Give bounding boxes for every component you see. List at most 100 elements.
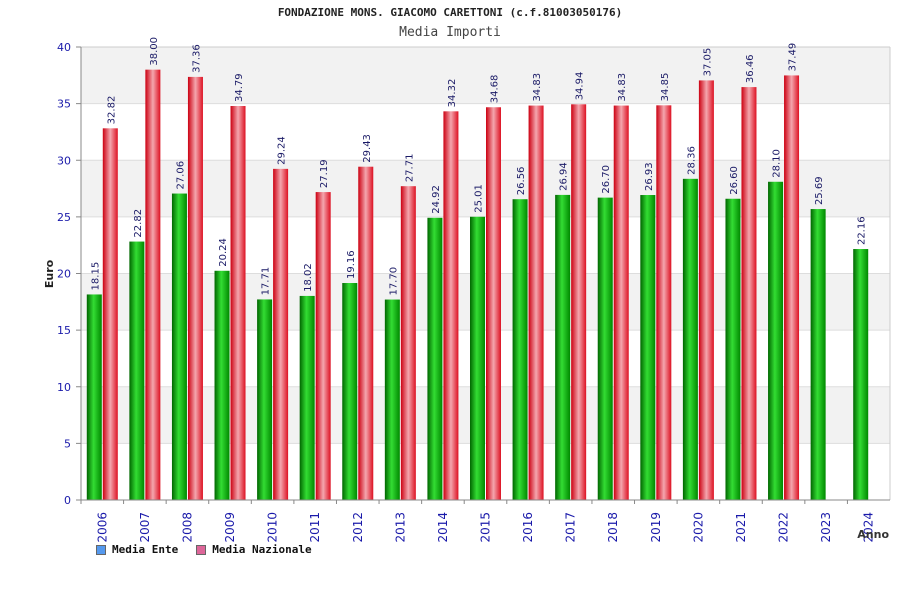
y-tick-label: 10 (57, 381, 71, 394)
x-tick-label: 2006 (95, 512, 109, 543)
bar-media-ente (725, 198, 741, 500)
bars (86, 69, 869, 501)
data-label: 28.36 (686, 146, 697, 175)
data-label: 37.05 (702, 48, 713, 77)
data-label: 28.10 (772, 149, 783, 178)
x-tick-label: 2023 (819, 512, 833, 543)
legend: Media Ente Media Nazionale (96, 543, 312, 556)
x-axis-label: Anno (857, 528, 889, 541)
data-label: 37.36 (191, 44, 202, 73)
bar-media-ente (257, 299, 273, 500)
bar-media-ente (129, 241, 145, 500)
bar-media-nazionale (571, 104, 587, 500)
data-label: 22.16 (857, 216, 868, 245)
bar-media-ente (214, 270, 230, 500)
data-label: 19.16 (346, 250, 357, 279)
bar-media-ente (86, 294, 102, 500)
data-label: 29.24 (277, 136, 288, 165)
bar-media-nazionale (613, 105, 629, 501)
bar-media-nazionale (358, 166, 374, 500)
data-label: 18.15 (90, 262, 101, 291)
bar-media-ente (810, 209, 826, 501)
data-label: 27.19 (319, 159, 330, 188)
x-axis: 2006 2007 2008 2009 2010 2011 2012 2013 2014 2015… (80, 499, 890, 543)
legend-swatch-ente (96, 544, 106, 555)
bar-media-ente (512, 199, 528, 500)
data-label: 25.01 (474, 184, 485, 213)
bar-media-nazionale (315, 192, 331, 501)
bar-media-nazionale (656, 105, 672, 500)
bar-media-ente (853, 249, 869, 500)
x-tick-label: 2009 (223, 512, 237, 543)
bar-media-nazionale (187, 76, 203, 500)
bar-media-ente (597, 197, 613, 500)
data-label: 24.92 (431, 185, 442, 214)
data-label: 27.06 (175, 161, 186, 190)
x-tick-label: 2013 (393, 512, 407, 543)
data-label: 34.79 (234, 73, 245, 102)
bar-media-ente (555, 194, 571, 501)
data-label: 34.85 (660, 73, 671, 102)
data-label: 17.70 (388, 267, 399, 296)
x-tick-label: 2017 (564, 512, 578, 543)
bar-media-nazionale (145, 69, 161, 501)
y-tick-label: 20 (57, 268, 71, 281)
data-label: 37.49 (788, 43, 799, 72)
data-label: 20.24 (218, 238, 229, 267)
data-label: 38.00 (149, 37, 160, 66)
bar-media-ente (427, 217, 443, 500)
legend-item-nazionale: Media Nazionale (196, 543, 312, 556)
y-tick-label: 40 (57, 41, 71, 54)
legend-label-ente: Media Ente (112, 543, 179, 556)
bar-media-ente (299, 295, 315, 500)
data-label: 29.43 (362, 134, 373, 163)
bar-media-ente (470, 216, 485, 500)
data-label: 34.83 (532, 73, 543, 102)
data-label: 26.70 (601, 165, 612, 194)
y-axis-label: Euro (43, 259, 56, 288)
bar-media-ente (768, 181, 784, 500)
x-tick-label: 2011 (308, 512, 322, 543)
legend-swatch-nazionale (196, 544, 207, 555)
legend-item-ente: Media Ente (96, 543, 178, 556)
bar-media-nazionale (784, 75, 800, 500)
data-labels: 18.15 22.82 27.06 20.24 17.71 18.02 19.16 17.70… (90, 37, 867, 296)
data-label: 34.83 (617, 73, 628, 102)
data-label: 26.94 (559, 162, 570, 191)
y-tick-label: 0 (64, 494, 71, 507)
y-tick-label: 35 (57, 98, 71, 111)
y-tick-label: 30 (57, 154, 71, 167)
x-tick-label: 2007 (138, 512, 152, 543)
data-label: 32.82 (106, 96, 117, 125)
bar-media-nazionale (400, 186, 416, 500)
bar-media-nazionale (230, 106, 246, 501)
bar-media-nazionale (698, 80, 714, 500)
data-label: 18.02 (303, 263, 314, 292)
bar-media-ente (640, 195, 656, 500)
data-label: 34.68 (490, 75, 501, 104)
bar-media-ente (171, 193, 187, 500)
bar-media-nazionale (443, 111, 459, 501)
bar-media-ente (384, 299, 400, 500)
y-tick-label: 15 (57, 324, 71, 337)
data-label: 25.69 (814, 176, 825, 205)
x-tick-label: 2012 (351, 512, 365, 543)
y-tick-label: 25 (57, 211, 71, 224)
x-tick-label: 2024 (862, 512, 876, 543)
data-label: 26.56 (516, 167, 527, 196)
data-label: 26.60 (729, 166, 740, 195)
data-label: 36.46 (745, 54, 756, 83)
data-label: 26.93 (644, 162, 655, 191)
x-tick-label: 2020 (691, 512, 705, 543)
x-tick-label: 2018 (606, 512, 620, 543)
legend-label-nazionale: Media Nazionale (212, 543, 312, 556)
y-tick-label: 5 (64, 437, 71, 450)
data-label: 17.71 (261, 267, 272, 296)
data-label: 27.71 (404, 154, 415, 183)
bar-media-nazionale (528, 105, 544, 501)
x-tick-label: 2015 (479, 512, 493, 543)
x-tick-label: 2014 (436, 512, 450, 543)
bar-media-nazionale (273, 168, 289, 500)
